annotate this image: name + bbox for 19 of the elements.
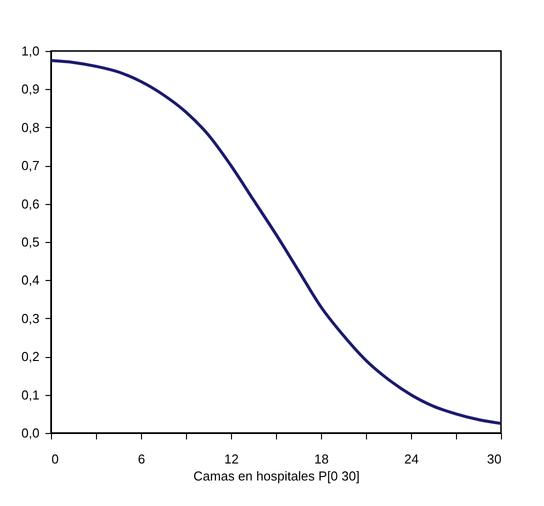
x-tick-label: 12 xyxy=(224,452,239,466)
x-tick-label: 18 xyxy=(314,452,329,466)
y-tick-label: 0,1 xyxy=(21,387,40,402)
y-tick-label: 0,5 xyxy=(21,234,40,250)
x-axis-title: Camas en hospitales P[0 30] xyxy=(193,468,360,484)
y-tick-label: 0,8 xyxy=(21,120,40,135)
y-tick-label: 0,4 xyxy=(21,272,40,288)
x-tick-label: 6 xyxy=(138,452,146,466)
y-tick-label: 0,6 xyxy=(21,196,40,212)
y-tick-label: 1,0 xyxy=(21,44,40,58)
y-tick-label: 0,2 xyxy=(21,349,40,364)
x-tick-label: 30 xyxy=(487,452,502,466)
y-tick-label: 0,7 xyxy=(21,158,40,174)
x-tick-label: 0 xyxy=(52,452,59,466)
y-tick-label: 0,0 xyxy=(21,426,40,440)
x-tick-label: 24 xyxy=(404,452,419,466)
line-series xyxy=(50,59,502,425)
y-tick-label: 0,3 xyxy=(21,310,40,326)
y-tick-label: 0,9 xyxy=(21,82,40,97)
